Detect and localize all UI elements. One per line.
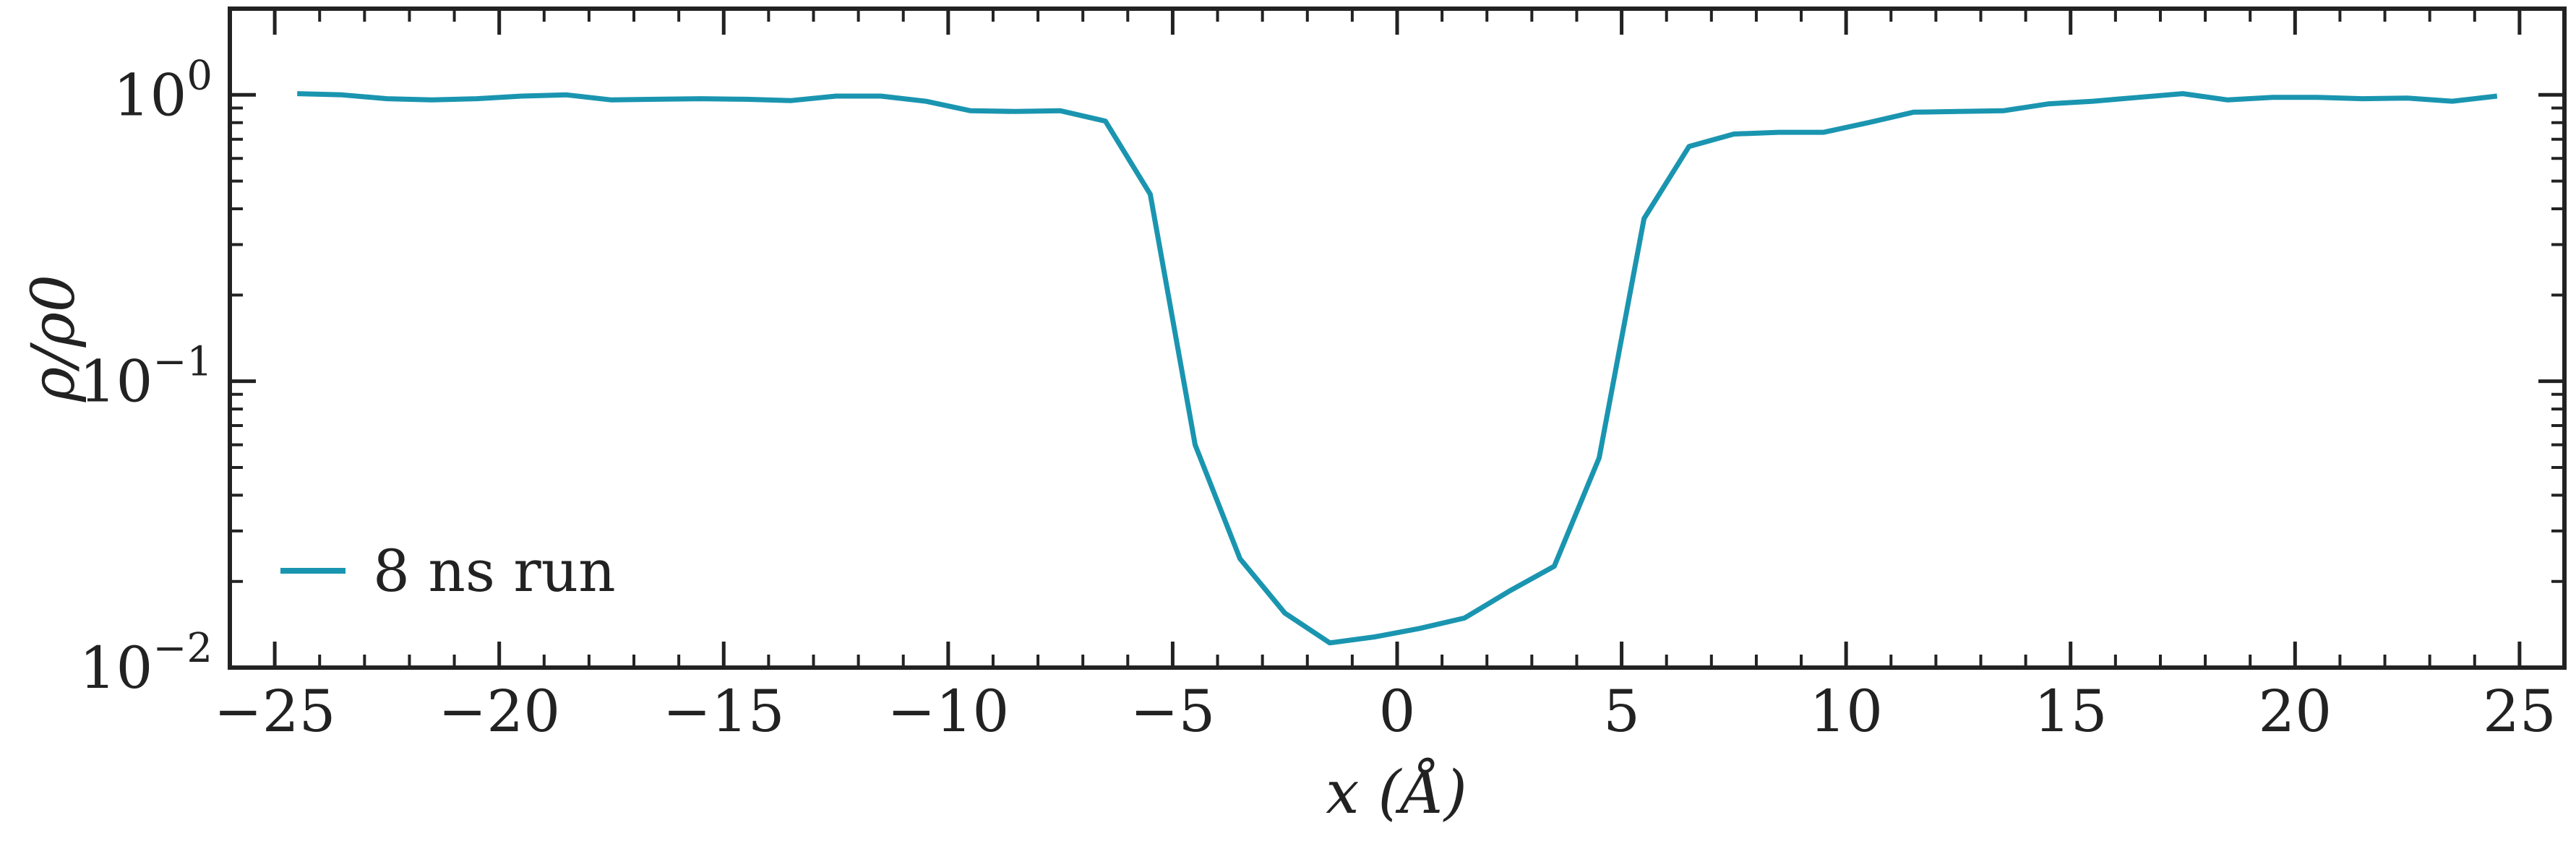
legend: 8 ns run	[280, 538, 616, 605]
data-point	[2317, 97, 2318, 98]
x-tick-labels: −25 −20 −15 −10 −5 0 5 10 15 20 25	[214, 678, 2556, 745]
data-point	[656, 99, 657, 100]
data-point	[701, 98, 702, 99]
data-point	[925, 101, 926, 102]
x-tick-label: −10	[887, 678, 1009, 745]
plot-frame	[228, 7, 2567, 670]
x-tick-label: −15	[663, 678, 785, 745]
series-layer	[297, 91, 2498, 646]
data-point	[2183, 93, 2184, 94]
data-point	[521, 96, 522, 97]
data-point	[1599, 457, 1600, 458]
x-tick-label: 0	[1379, 678, 1416, 745]
data-point	[476, 98, 477, 99]
x-tick-label: −20	[438, 678, 560, 745]
data-point	[297, 93, 298, 94]
x-tick-label: 20	[2258, 678, 2332, 745]
x-tick-label: −5	[1130, 678, 1215, 745]
data-point	[1868, 122, 1869, 123]
series-line-0	[297, 91, 2498, 646]
data-point	[1958, 111, 1959, 112]
x-tick-label: 5	[1603, 678, 1640, 745]
data-point	[2496, 96, 2497, 97]
data-point	[1509, 591, 1510, 592]
data-point	[2272, 97, 2273, 98]
x-tick-label: 10	[1809, 678, 1883, 745]
y-axis-title: ρ/ρ0	[20, 275, 88, 402]
data-point	[1688, 146, 1689, 147]
data-point	[746, 99, 747, 100]
data-point	[1778, 132, 1779, 133]
data-point	[2092, 101, 2093, 102]
data-point	[880, 96, 881, 97]
y-tick-labels: 100 10−1 10−2	[80, 52, 212, 702]
x-tick-label: −25	[214, 678, 336, 745]
y-tick-label: 10−1	[80, 339, 212, 415]
data-point	[2137, 97, 2138, 98]
legend-label-8ns-run: 8 ns run	[373, 538, 616, 605]
y-tick-label: 100	[113, 52, 212, 129]
x-tick-label: 15	[2034, 678, 2108, 745]
x-tick-label: 25	[2483, 678, 2556, 745]
data-point	[1329, 642, 1330, 643]
data-point	[1913, 112, 1914, 113]
data-point	[2362, 98, 2363, 99]
y-tick-label: 10−2	[80, 625, 212, 702]
x-axis-title: x (Å)	[1326, 757, 1467, 827]
